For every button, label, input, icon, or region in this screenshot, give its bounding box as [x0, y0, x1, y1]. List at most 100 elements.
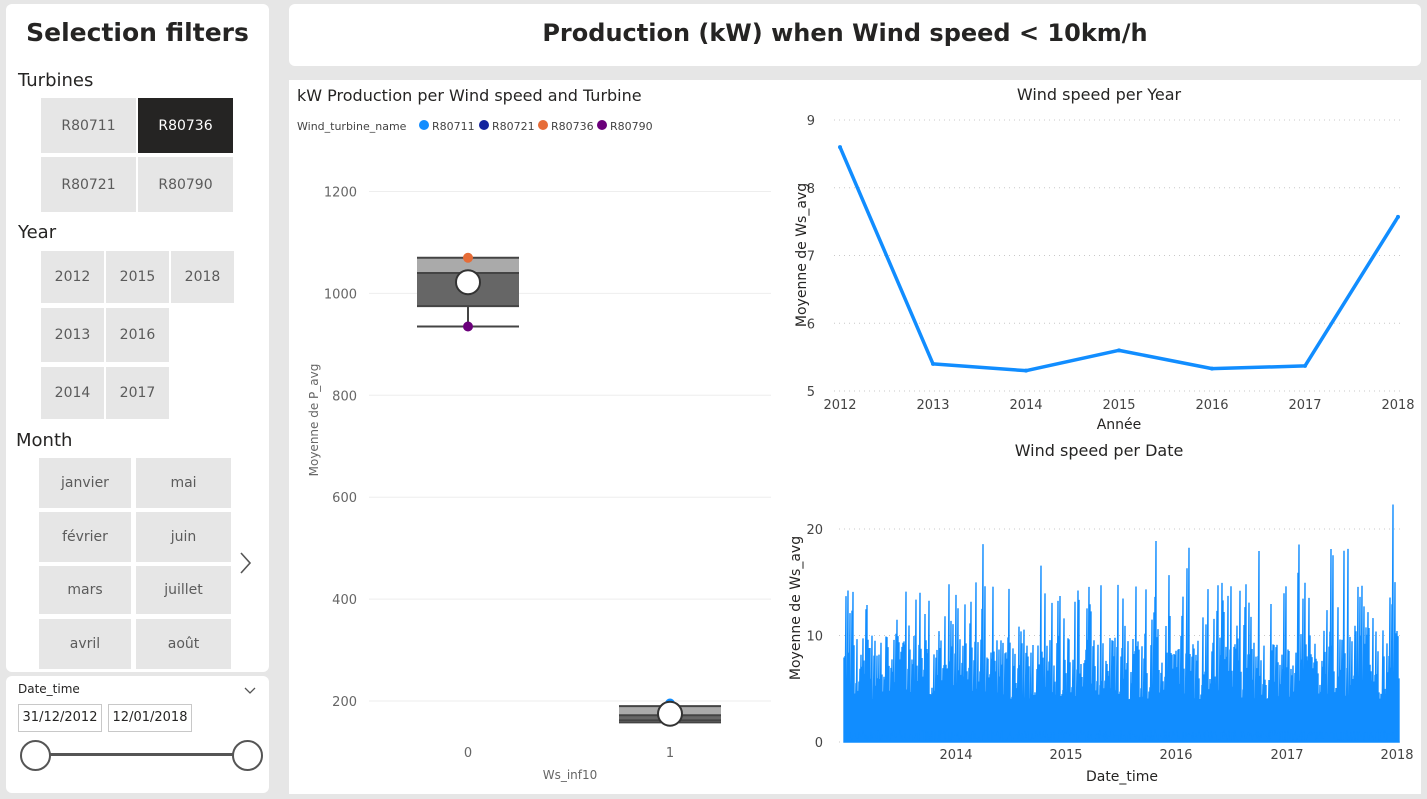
month-tile-4[interactable]: mars [39, 566, 131, 614]
header-panel [289, 4, 1421, 66]
area-x-tick-label: 2018 [1380, 748, 1413, 763]
date-filter-panel [6, 676, 269, 793]
line-y-tick-label: 5 [807, 385, 815, 400]
box-mean-marker[interactable] [455, 269, 481, 296]
line-y-axis-label: Moyenne de Ws_avg [794, 183, 810, 327]
line-x-tick-label: 2015 [1102, 398, 1135, 413]
legend-title: Wind_turbine_name [297, 120, 407, 133]
chevron-down-icon[interactable] [243, 682, 257, 694]
turbines-label: Turbines [18, 70, 94, 91]
legend-label-r80721: R80721 [492, 120, 535, 133]
wind-per-year-chart: 5 6 7 8 9 2012 2013 2014 2015 2016 2017 2018 Moyenn… [794, 114, 1415, 430]
boxplot-x-axis-label: Ws_inf10 [543, 768, 598, 782]
area-plot-area: 0 10 20 2014 2015 2016 2017 2018 [806, 504, 1414, 763]
line-x-axis-label: Année [1097, 417, 1142, 430]
boxplot-y-tick-label: 1200 [324, 186, 357, 201]
legend-label-r80790: R80790 [610, 120, 653, 133]
date-filter-label: Date_time [18, 682, 80, 696]
boxplot-y-tick-label: 200 [332, 695, 357, 710]
month-tile-6[interactable]: avril [39, 619, 131, 669]
legend-marker-r80790 [597, 120, 607, 130]
month-tile-0[interactable]: janvier [39, 458, 131, 508]
turbine-tile-r80711[interactable]: R80711 [41, 98, 136, 153]
wind-speed-point[interactable] [1024, 368, 1028, 373]
line-x-tick-label: 2018 [1381, 398, 1414, 413]
boxplot-point-r80736[interactable] [463, 252, 473, 263]
year-tile-2018[interactable]: 2018 [171, 251, 234, 303]
boxplot-y-axis-label: Moyenne de P_avg [307, 364, 321, 477]
line-plot-area: 5 6 7 8 9 2012 2013 2014 2015 2016 2017 2018 [807, 114, 1415, 413]
date-range-track [35, 753, 247, 756]
boxplot-plot-area: 200 400 600 800 1000 1200 0 1 [324, 186, 771, 761]
wind-speed-line[interactable] [838, 146, 1400, 373]
legend-marker-r80711 [419, 120, 429, 130]
legend-label-r80711: R80711 [432, 120, 475, 133]
wind-speed-point[interactable] [1210, 366, 1214, 371]
area-y-axis-label: Moyenne de Ws_avg [788, 536, 804, 680]
turbine-tile-r80736[interactable]: R80736 [138, 98, 233, 153]
line-x-tick-label: 2012 [823, 398, 856, 413]
line-y-tick-label: 7 [807, 250, 815, 265]
area-x-tick-label: 2014 [939, 748, 972, 763]
wind-speed-point[interactable] [1303, 363, 1307, 368]
month-tile-1[interactable]: mai [136, 458, 231, 508]
area-x-tick-label: 2016 [1159, 748, 1192, 763]
boxplot-y-tick-label: 600 [332, 491, 357, 506]
wind-speed-point[interactable] [838, 145, 842, 150]
boxplot-y-tick-label: 1000 [324, 287, 357, 302]
month-tile-2[interactable]: février [39, 512, 131, 562]
chevron-right-icon[interactable] [236, 550, 254, 576]
boxplot-y-tick-label: 400 [332, 593, 357, 608]
area-y-tick-label: 0 [815, 736, 823, 751]
boxplot-x-tick-label: 0 [464, 746, 472, 761]
filters-title: Selection filters [26, 18, 249, 47]
month-tile-3[interactable]: juin [136, 512, 231, 562]
year-tile-2017[interactable]: 2017 [106, 367, 169, 419]
date-range-end-handle[interactable] [232, 740, 263, 771]
box-upper[interactable] [417, 257, 519, 274]
year-label: Year [18, 222, 57, 243]
month-label: Month [16, 430, 73, 451]
line-chart-title: Wind speed per Year [1016, 85, 1182, 104]
line-y-tick-label: 8 [807, 182, 815, 197]
turbine-tile-r80721[interactable]: R80721 [41, 157, 136, 212]
date-range-start-handle[interactable] [20, 740, 51, 771]
wind-per-date-chart: 0 10 20 2014 2015 2016 2017 2018 Moyenne de Ws_… [788, 504, 1414, 785]
boxplot-y-tick-label: 800 [332, 389, 357, 404]
boxplot-legend: R80711 R80721 R80736 R80790 [419, 120, 653, 133]
wind-speed-point[interactable] [1396, 214, 1400, 219]
page-title: Production (kW) when Wind speed < 10km/h [542, 19, 1148, 47]
boxplot-x-tick-label: 1 [666, 746, 674, 761]
wind-speed-point[interactable] [1117, 348, 1121, 353]
box-mean-marker[interactable] [657, 700, 683, 727]
area-x-tick-label: 2017 [1270, 748, 1303, 763]
wind-speed-point[interactable] [931, 361, 935, 366]
date-end-input[interactable]: 12/01/2018 [108, 704, 192, 732]
area-chart-title: Wind speed per Date [1014, 441, 1184, 460]
legend-label-r80736: R80736 [551, 120, 594, 133]
line-x-tick-label: 2014 [1009, 398, 1042, 413]
year-tile-2013[interactable]: 2013 [41, 308, 104, 362]
year-tile-2014[interactable]: 2014 [41, 367, 104, 419]
area-x-axis-label: Date_time [1086, 769, 1158, 785]
legend-marker-r80721 [479, 120, 489, 130]
year-tile-2016[interactable]: 2016 [106, 308, 169, 362]
line-x-tick-label: 2013 [916, 398, 949, 413]
month-tile-7[interactable]: août [136, 619, 231, 669]
year-tile-2012[interactable]: 2012 [41, 251, 104, 303]
month-tile-5[interactable]: juillet [136, 566, 231, 614]
line-y-tick-label: 9 [807, 114, 815, 129]
wind-speed-area[interactable] [843, 504, 1400, 743]
area-y-tick-label: 10 [806, 630, 823, 645]
boxplot-chart: kW Production per Wind speed and Turbine… [297, 86, 771, 782]
boxplot-title: kW Production per Wind speed and Turbine [297, 86, 642, 105]
turbine-tile-r80790[interactable]: R80790 [138, 157, 233, 212]
boxplot-point-r80790[interactable] [463, 321, 473, 332]
line-x-tick-label: 2017 [1288, 398, 1321, 413]
date-start-input[interactable]: 31/12/2012 [18, 704, 102, 732]
line-x-tick-label: 2016 [1195, 398, 1228, 413]
line-y-tick-label: 6 [807, 317, 815, 332]
area-y-tick-label: 20 [806, 523, 823, 538]
area-x-tick-label: 2015 [1049, 748, 1082, 763]
year-tile-2015[interactable]: 2015 [106, 251, 169, 303]
